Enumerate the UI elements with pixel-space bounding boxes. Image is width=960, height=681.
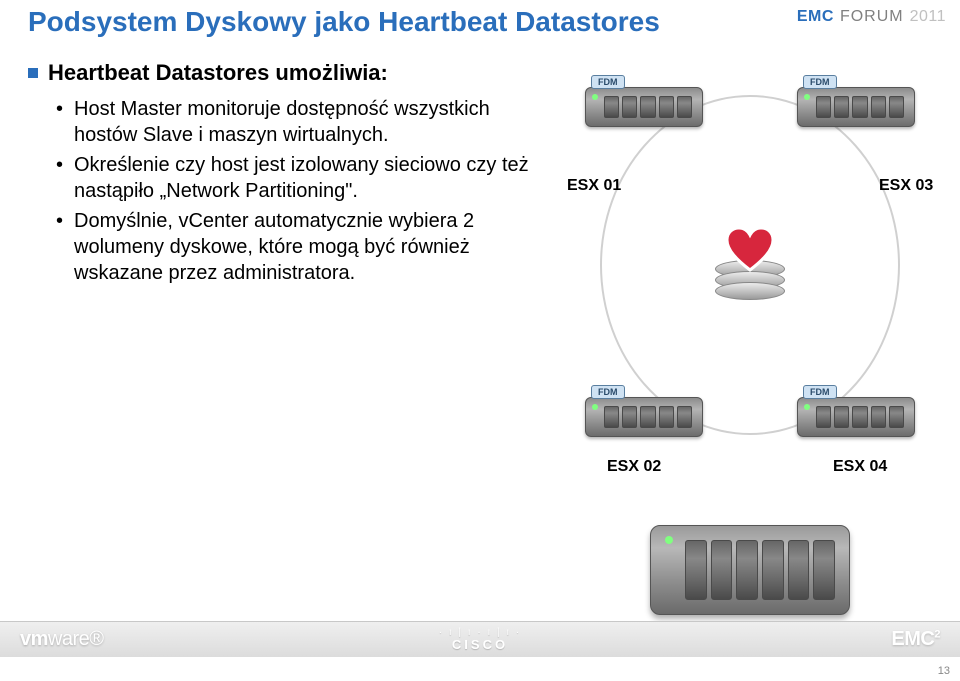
emc2-text: EMC — [891, 628, 934, 650]
server-esx01: FDM — [585, 75, 705, 137]
fdm-badge: FDM — [803, 385, 837, 399]
section-header: Heartbeat Datastores umożliwia: — [28, 60, 548, 86]
section-heading: Heartbeat Datastores umożliwia: — [48, 60, 388, 86]
vmware-logo: vmware® — [20, 628, 104, 651]
server-label-esx03: ESX 03 — [879, 177, 933, 195]
heartbeat-datastore-icon — [715, 230, 787, 302]
server-esx02: FDM — [585, 385, 705, 447]
cisco-text: CISCO — [439, 638, 522, 651]
fdm-badge: FDM — [803, 75, 837, 89]
forum-brand: EMC — [797, 8, 834, 26]
server-icon — [585, 397, 703, 437]
vcenter-server: vCenter — [650, 525, 850, 635]
bullet-list: Host Master monitoruje dostępność wszyst… — [28, 96, 548, 286]
vcenter-icon — [650, 525, 850, 615]
server-label-esx01: ESX 01 — [567, 177, 621, 195]
forum-year: 2011 — [910, 8, 946, 26]
server-label-esx02: ESX 02 — [607, 458, 661, 476]
server-icon — [585, 87, 703, 127]
cluster-diagram: FDM ESX 01 FDM ESX 03 FDM ESX 02 FDM ESX… — [555, 55, 955, 615]
server-icon — [797, 87, 915, 127]
server-esx03: FDM — [797, 75, 917, 137]
server-esx04: FDM — [797, 385, 917, 447]
vmware-prefix: vm — [20, 628, 48, 650]
vmware-suffix: ware® — [48, 628, 104, 650]
server-icon — [797, 397, 915, 437]
fdm-badge: FDM — [591, 75, 625, 89]
content-block: Heartbeat Datastores umożliwia: Host Mas… — [28, 60, 548, 290]
forum-word: FORUM — [840, 8, 904, 26]
bullet-item: Określenie czy host jest izolowany sieci… — [56, 152, 548, 204]
emc2-sup: 2 — [934, 628, 940, 640]
emc-forum-logo: EMC FORUM 2011 — [797, 8, 946, 26]
heart-icon — [725, 226, 775, 272]
server-label-esx04: ESX 04 — [833, 458, 887, 476]
emc2-logo: EMC2 — [891, 628, 940, 651]
footer-bar: vmware® · ı | ı · ı | ı · CISCO EMC2 — [0, 621, 960, 657]
page-title: Podsystem Dyskowy jako Heartbeat Datasto… — [28, 6, 660, 38]
square-bullet-icon — [28, 68, 38, 78]
fdm-badge: FDM — [591, 385, 625, 399]
bullet-item: Host Master monitoruje dostępność wszyst… — [56, 96, 548, 148]
page-number: 13 — [938, 665, 950, 677]
cisco-logo: · ı | ı · ı | ı · CISCO — [439, 628, 522, 651]
bullet-item: Domyślnie, vCenter automatycznie wybiera… — [56, 208, 548, 286]
